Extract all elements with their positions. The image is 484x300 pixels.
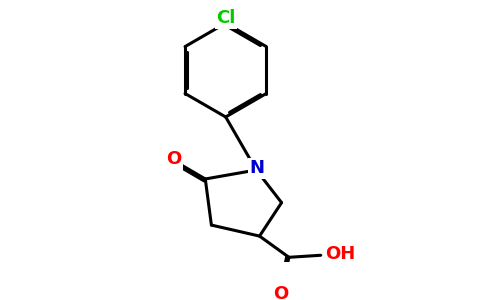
- Text: O: O: [166, 150, 181, 168]
- Text: OH: OH: [325, 245, 355, 263]
- Text: O: O: [273, 285, 288, 300]
- Text: N: N: [250, 159, 265, 177]
- Text: Cl: Cl: [216, 9, 235, 27]
